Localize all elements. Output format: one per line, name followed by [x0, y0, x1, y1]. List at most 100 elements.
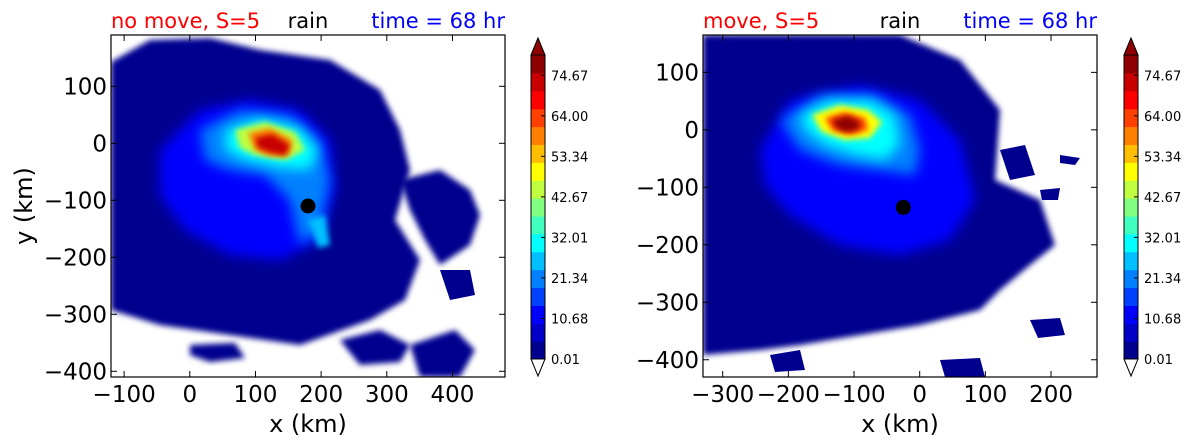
panel-2-y-tick-label: −100 [636, 175, 699, 201]
colorbar-2-tick-label: 53.34 [1144, 150, 1181, 165]
colorbar-2-extend-max [1123, 36, 1139, 56]
colorbar-2-tick-label: 42.67 [1144, 191, 1181, 206]
panel-1-y-tick-label: −400 [44, 359, 107, 385]
panel-2-title-right: time = 68 hr [963, 9, 1097, 33]
colorbar-1-segment [531, 108, 545, 128]
panel-2: move, S=5 rain time = 68 hr −300 −200 −100… [636, 9, 1098, 438]
colorbar-1: 74.67 64.00 53.34 42.67 32.01 21.34 10.68 0.01 [530, 36, 588, 378]
colorbar-1-segment [531, 162, 545, 181]
colorbar-2: 74.67 64.00 53.34 42.67 32.01 21.34 10.68 0.01 [1123, 36, 1181, 378]
colorbar-2-frame [1123, 54, 1139, 360]
colorbar-1-tick-label: 21.34 [551, 272, 588, 287]
colorbar-2-segment [1124, 233, 1138, 253]
colorbar-2-tick-label: 0.01 [1144, 353, 1173, 368]
panel-2-y-tick-label: 100 [655, 60, 699, 86]
colorbar-1-segment [531, 269, 545, 289]
panel-1-title-right: time = 68 hr [371, 9, 505, 33]
colorbar-1-tick-label: 74.67 [551, 69, 588, 84]
colorbar-2-segment [1124, 72, 1138, 92]
colorbar-1-segment [531, 323, 545, 342]
colorbar-1-tick-label: 10.68 [551, 312, 588, 327]
panel-1-x-tick-label: 200 [299, 382, 343, 408]
panel-2-x-axis: −300 −200 −100 0 100 200 [691, 35, 1073, 408]
panel-2-x-tick-label: −300 [691, 382, 754, 408]
panel-1-x-label: x (km) [269, 410, 347, 438]
panel-1: no move, S=5 rain time = 68 hr −100 0 100 2… [10, 9, 506, 438]
colorbar-2-tick-label: 32.01 [1144, 231, 1181, 246]
panel-2-y-tick-label: 0 [684, 118, 699, 144]
colorbar-2-segment [1124, 251, 1138, 271]
panel-1-x-axis: −100 0 100 200 300 400 [93, 35, 475, 408]
colorbar-1-segment [531, 126, 545, 146]
panel-1-y-tick-label: 0 [92, 131, 107, 157]
colorbar-2-segment [1124, 198, 1138, 217]
colorbar-1-segment [531, 341, 545, 360]
colorbar-2-tick-label: 74.67 [1144, 69, 1181, 84]
colorbar-2-segment [1124, 305, 1138, 324]
panel-2-y-tick-label: −200 [636, 233, 699, 259]
colorbar-1-tick-label: 32.01 [551, 231, 588, 246]
colorbar-1-segment [531, 180, 545, 199]
panel-2-x-tick-label: −100 [822, 382, 885, 408]
colorbar-1-tick-label: 0.01 [551, 353, 580, 368]
colorbar-2-extend-min [1123, 358, 1139, 378]
colorbar-1-segment [531, 144, 545, 163]
panel-1-y-label: y (km) [10, 167, 38, 245]
panel-1-y-tick-label: −300 [44, 302, 107, 328]
colorbar-2-tick-label: 64.00 [1144, 110, 1181, 125]
colorbar-2-segment [1124, 108, 1138, 128]
colorbar-1-segment [531, 55, 545, 74]
panel-2-x-tick-label: 0 [912, 382, 927, 408]
colorbar-1-tick-label: 53.34 [551, 150, 588, 165]
colorbar-2-segment [1124, 215, 1138, 235]
colorbar-2-segment [1124, 90, 1138, 110]
colorbar-1-segment [531, 251, 545, 271]
panel-2-center-marker [895, 199, 911, 215]
panel-2-y-axis: 100 0 −100 −200 −300 −400 [636, 60, 1097, 374]
panel-2-title-left: move, S=5 [703, 9, 819, 33]
panel-2-plot-frame [702, 34, 1098, 378]
panel-1-x-tick-label: 300 [365, 382, 409, 408]
colorbar-2-segment [1124, 126, 1138, 146]
panel-1-x-tick-label: 100 [234, 382, 278, 408]
colorbar-2-tick-label: 10.68 [1144, 312, 1181, 327]
colorbar-2-segment [1124, 144, 1138, 163]
colorbar-1-segment [531, 287, 545, 306]
panel-1-center-marker [300, 198, 316, 214]
panel-2-x-tick-label: 100 [963, 382, 1007, 408]
colorbar-1-segment [531, 215, 545, 235]
colorbar-2-segment [1124, 180, 1138, 199]
panel-2-x-label: x (km) [861, 410, 939, 438]
colorbar-1-segment [531, 198, 545, 217]
colorbar-1-extend-min [530, 358, 546, 378]
panel-1-title-center: rain [288, 9, 329, 33]
panel-1-y-tick-label: 100 [63, 74, 107, 100]
colorbar-2-segment [1124, 287, 1138, 306]
colorbar-1-segment [531, 233, 545, 253]
colorbar-1-frame [530, 54, 546, 360]
colorbar-2-segment [1124, 341, 1138, 360]
panel-2-y-tick-label: −300 [636, 290, 699, 316]
panel-2-title-center: rain [880, 9, 921, 33]
panel-1-rain-field [111, 35, 505, 377]
colorbar-2-segment [1124, 55, 1138, 74]
panel-1-y-axis: 100 0 −100 −200 −300 −400 [44, 74, 505, 385]
colorbar-2-segment [1124, 269, 1138, 289]
colorbar-2-segment [1124, 323, 1138, 342]
panel-2-x-tick-label: 200 [1029, 382, 1073, 408]
colorbar-1-tick-label: 64.00 [551, 110, 588, 125]
panel-1-x-tick-label: 400 [431, 382, 475, 408]
colorbar-1-segment [531, 90, 545, 110]
panel-1-y-tick-label: −200 [44, 245, 107, 271]
colorbar-1-tick-label: 42.67 [551, 191, 588, 206]
colorbar-2-tick-label: 21.34 [1144, 272, 1181, 287]
colorbar-2-segment [1124, 162, 1138, 181]
panel-2-x-tick-label: −200 [757, 382, 820, 408]
panel-1-plot-frame [110, 34, 506, 378]
panel-1-x-tick-label: −100 [93, 382, 156, 408]
panel-2-y-tick-label: −400 [636, 348, 699, 374]
colorbar-1-segment [531, 305, 545, 324]
colorbar-1-extend-max [530, 36, 546, 56]
panel-1-title-left: no move, S=5 [111, 9, 260, 33]
